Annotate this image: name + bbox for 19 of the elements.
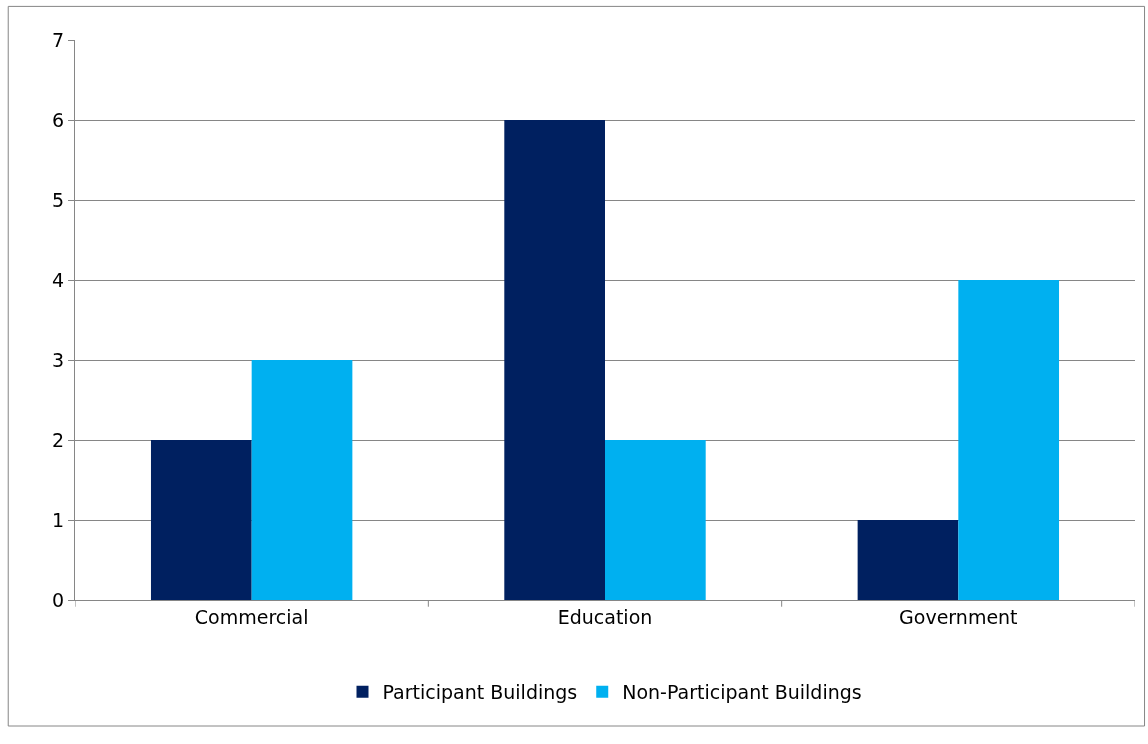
- legend-label: Participant Buildings: [382, 681, 578, 704]
- bar: [958, 280, 1060, 600]
- y-tick-label: 3: [52, 348, 65, 371]
- bar: [251, 360, 353, 600]
- y-tick-label: 6: [52, 108, 65, 131]
- bar: [150, 440, 252, 600]
- x-tick-label: Commercial: [194, 605, 309, 628]
- bar: [605, 440, 706, 600]
- y-tick-label: 4: [52, 268, 65, 291]
- x-tick-label: Education: [557, 605, 653, 628]
- bar: [857, 520, 959, 600]
- y-tick-label: 5: [52, 188, 65, 211]
- legend-label: Non-Participant Buildings: [622, 681, 862, 704]
- x-tick-label: Government: [899, 605, 1018, 628]
- y-tick-label: 0: [52, 588, 65, 611]
- bar: [504, 120, 605, 600]
- y-tick-label: 2: [52, 428, 65, 451]
- y-tick-label: 7: [52, 28, 65, 51]
- y-tick-label: 1: [52, 508, 65, 531]
